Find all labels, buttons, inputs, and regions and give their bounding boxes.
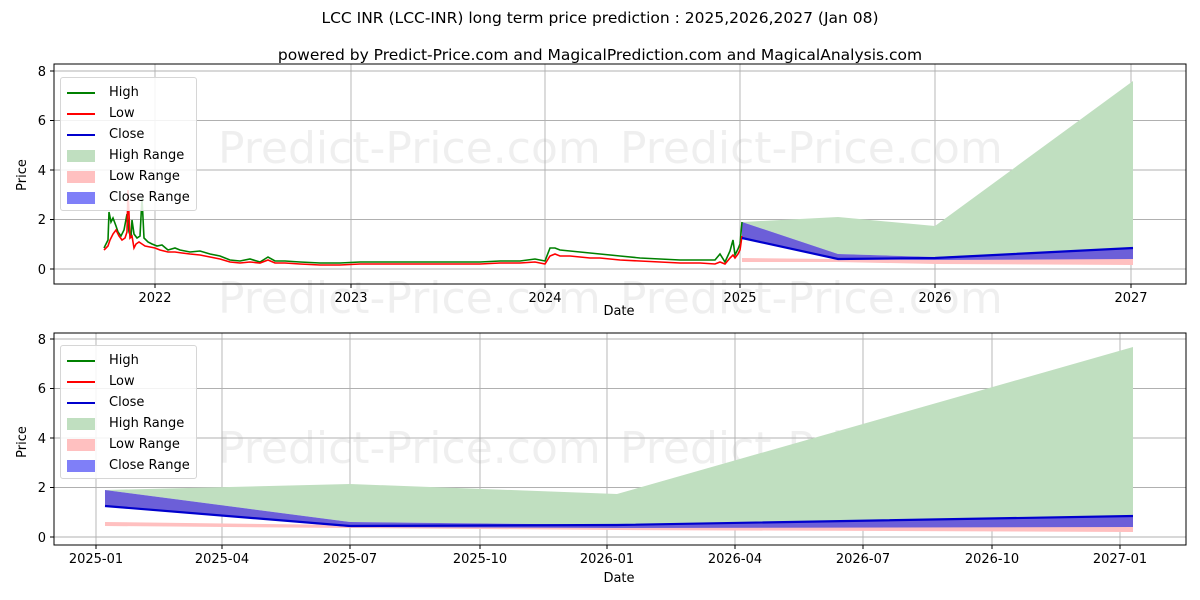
y-axis-label: Price: [15, 426, 30, 458]
watermark: Predict-Price.com: [218, 423, 601, 474]
legend-label: Close Range: [109, 458, 190, 473]
y-tick: 4: [38, 432, 46, 447]
x-tick: 2025-10: [453, 552, 507, 567]
chart-subtitle: powered by Predict-Price.com and Magical…: [277, 46, 923, 64]
legend-label: Low: [109, 374, 135, 389]
legend-label: Close: [109, 395, 145, 410]
low-range-swatch: [67, 170, 95, 183]
low-line: [103, 189, 743, 266]
close-range-swatch: [67, 459, 95, 472]
legend-label: High: [109, 353, 139, 368]
high-range-swatch: [67, 417, 95, 430]
watermark: Predict-Price.com: [218, 273, 601, 324]
x-axis-label: Date: [603, 571, 634, 586]
top-x-axis: 2022 2023 2024 2025 2026 2027 Date: [138, 284, 1148, 319]
legend-item-high-range: High Range: [67, 413, 190, 434]
watermark: Predict-Price.com: [620, 273, 1003, 324]
y-tick: 2: [38, 481, 46, 496]
y-tick: 0: [38, 531, 46, 546]
close-line-swatch: [67, 133, 95, 136]
legend-label: Low Range: [109, 437, 180, 452]
x-tick: 2026-01: [580, 552, 634, 567]
y-tick: 0: [38, 263, 46, 278]
x-tick: 2026-07: [836, 552, 890, 567]
legend-item-low-range: Low Range: [67, 434, 190, 455]
low-line-swatch: [67, 112, 95, 115]
y-tick: 4: [38, 164, 46, 179]
legend-item-high: High: [67, 350, 190, 371]
high-line: [103, 197, 743, 264]
x-tick: 2026: [918, 291, 951, 306]
y-tick: 6: [38, 114, 46, 129]
x-tick: 2027-01: [1093, 552, 1147, 567]
legend-label: High Range: [109, 416, 185, 431]
chart-title: LCC INR (LCC-INR) long term price predic…: [321, 9, 879, 27]
legend-label: Close Range: [109, 190, 190, 205]
x-tick: 2024: [528, 291, 561, 306]
bottom-legend: High Low Close High Range Low Range Clos…: [60, 345, 197, 479]
legend-label: High Range: [109, 148, 185, 163]
x-tick: 2023: [334, 291, 367, 306]
legend-item-close-range: Close Range: [67, 455, 190, 476]
x-tick: 2022: [138, 291, 171, 306]
low-line-swatch: [67, 380, 95, 383]
legend-label: Low: [109, 106, 135, 121]
legend-label: High: [109, 85, 139, 100]
legend-item-high: High: [67, 82, 190, 103]
close-line: [104, 504, 1134, 528]
legend-label: Low Range: [109, 169, 180, 184]
low-range-swatch: [67, 438, 95, 451]
top-y-axis: 8 6 4 2 0 Price: [15, 65, 54, 278]
y-tick: 2: [38, 213, 46, 228]
legend-item-high-range: High Range: [67, 145, 190, 166]
y-tick: 8: [38, 65, 46, 80]
legend-item-close: Close: [67, 392, 190, 413]
top-axes-frame: [53, 63, 1187, 285]
legend-item-low: Low: [67, 103, 190, 124]
watermark: Predict-Price.com: [620, 123, 1003, 174]
x-tick: 2025-04: [195, 552, 249, 567]
close-range-area: [742, 222, 1133, 260]
bottom-axes-frame: [53, 332, 1187, 546]
high-range-area: [105, 347, 1133, 525]
legend-item-low-range: Low Range: [67, 166, 190, 187]
x-tick: 2026-10: [965, 552, 1019, 567]
y-tick: 8: [38, 333, 46, 348]
x-tick: 2026-04: [708, 552, 762, 567]
high-range-swatch: [67, 149, 95, 162]
close-range-area: [105, 490, 1133, 528]
bottom-x-axis: 2025-01 2025-04 2025-07 2025-10 2026-01 …: [69, 545, 1147, 586]
high-line-swatch: [67, 359, 95, 362]
y-axis-label: Price: [15, 159, 30, 191]
top-plot-area: [54, 64, 1186, 284]
high-line-swatch: [67, 91, 95, 94]
y-tick: 6: [38, 382, 46, 397]
bottom-y-axis: 8 6 4 2 0 Price: [15, 333, 54, 546]
top-legend: High Low Close High Range Low Range Clos…: [60, 77, 197, 211]
x-axis-label: Date: [603, 304, 634, 319]
top-grid: [54, 64, 1186, 284]
legend-item-low: Low: [67, 371, 190, 392]
legend-item-close-range: Close Range: [67, 187, 190, 208]
close-range-swatch: [67, 191, 95, 204]
close-line-swatch: [67, 401, 95, 404]
watermark: Predict-Price.com: [218, 123, 601, 174]
high-range-area: [742, 81, 1133, 257]
legend-item-close: Close: [67, 124, 190, 145]
legend-label: Close: [109, 127, 145, 142]
x-tick: 2025-07: [323, 552, 377, 567]
close-line: [741, 236, 1134, 261]
x-tick: 2025: [723, 291, 756, 306]
x-tick: 2027: [1114, 291, 1147, 306]
x-tick: 2025-01: [69, 552, 123, 567]
